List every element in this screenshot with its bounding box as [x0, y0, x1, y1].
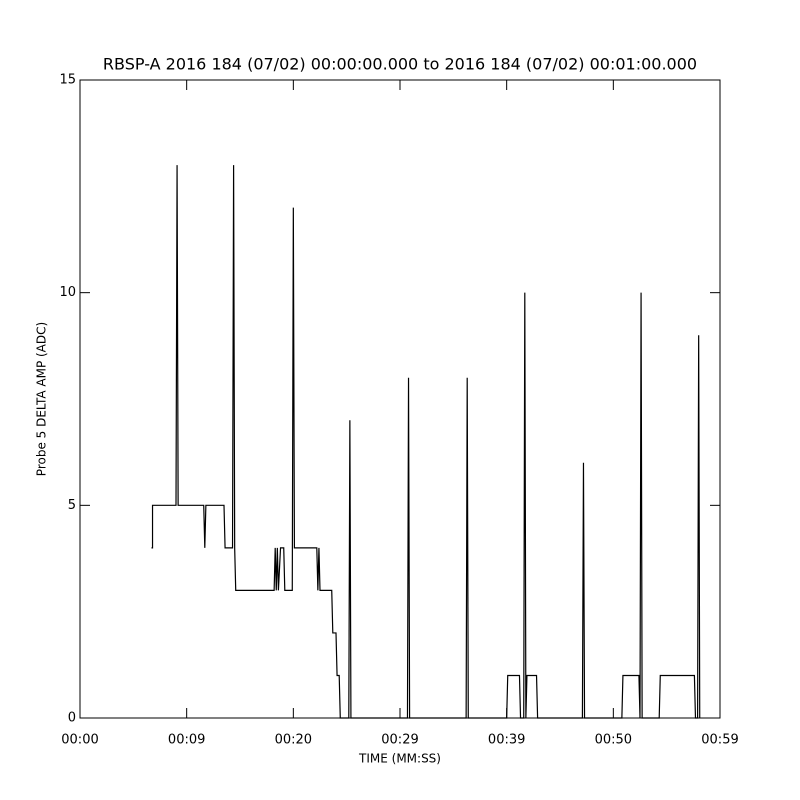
x-axis-label: TIME (MM:SS) — [358, 752, 441, 766]
x-tick-label: 00:29 — [381, 733, 418, 748]
y-tick-label: 0 — [68, 711, 76, 726]
chart-title: RBSP-A 2016 184 (07/02) 00:00:00.000 to … — [103, 55, 697, 74]
y-tick-label: 10 — [59, 285, 76, 300]
x-tick-label: 00:50 — [595, 733, 632, 748]
x-tick-label: 00:00 — [61, 733, 98, 748]
data-line — [151, 165, 701, 719]
x-tick-label: 00:39 — [488, 733, 525, 748]
x-tick-label: 00:59 — [701, 733, 738, 748]
x-tick-label: 00:20 — [275, 733, 312, 748]
y-tick-label: 5 — [68, 498, 76, 513]
y-tick-label: 15 — [59, 73, 76, 88]
x-tick-label: 00:09 — [168, 733, 205, 748]
y-axis-label: Probe 5 DELTA AMP (ADC) — [35, 322, 49, 476]
